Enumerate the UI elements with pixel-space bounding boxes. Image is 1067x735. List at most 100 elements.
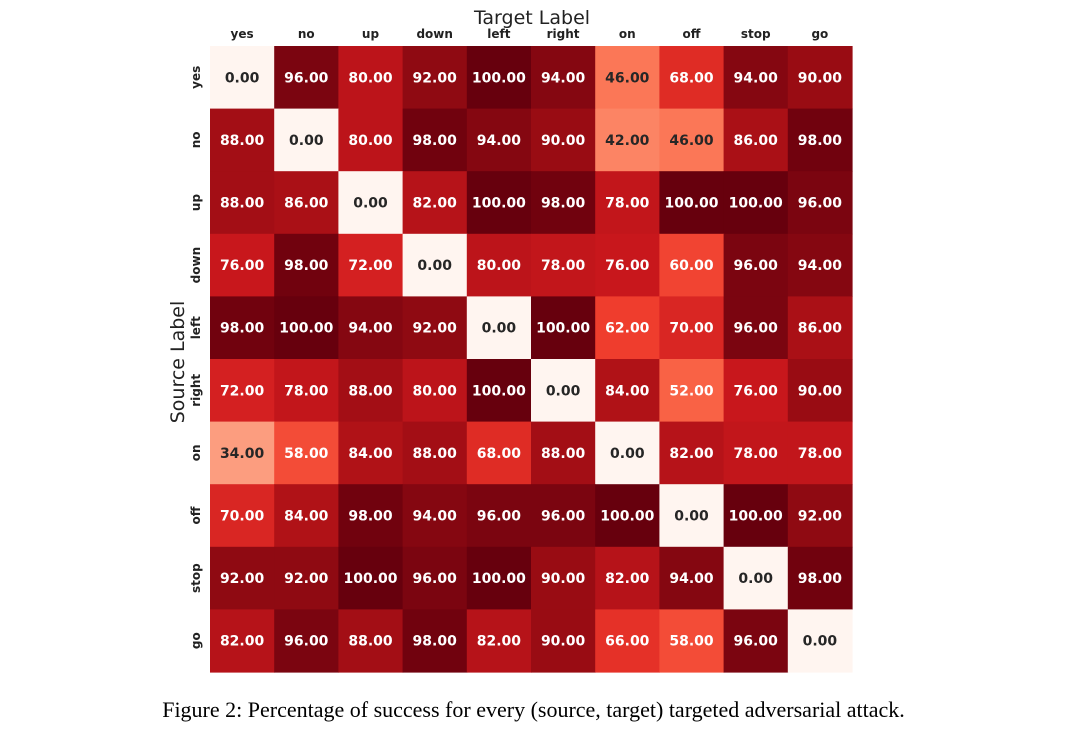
heatmap-cell-value: 82.00 [605,571,650,587]
heatmap-cell-value: 0.00 [674,509,709,525]
y-tick-label: off [189,506,203,524]
heatmap-cell [531,108,596,172]
heatmap-cell-value: 88.00 [220,196,265,212]
heatmap-cell [210,359,275,423]
heatmap-cell [531,46,596,110]
heatmap-cell [723,171,789,235]
heatmap-cell-value: 92.00 [413,321,458,337]
heatmap-cell [402,171,468,235]
heatmap-cell [787,46,853,110]
heatmap-cell-value: 78.00 [284,383,329,399]
heatmap-cell [402,546,468,610]
heatmap-cell-value: 80.00 [477,258,522,274]
heatmap-cell-value: 92.00 [220,571,265,587]
heatmap-cell [274,609,339,673]
heatmap-cell-value: 90.00 [541,571,586,587]
heatmap-cell [531,609,596,673]
x-tick-label: go [811,27,828,41]
heatmap-cell [787,108,853,172]
heatmap-cell [531,171,596,235]
heatmap-cell [210,484,275,548]
heatmap-cell [531,233,596,297]
heatmap-cell [595,546,660,610]
heatmap-cell-value: 90.00 [798,70,843,86]
heatmap-cell-value: 96.00 [734,634,779,650]
heatmap-cell-value: 70.00 [220,509,265,525]
x-tick-labels: yes no up down left right on off stop go [231,27,829,41]
heatmap-cell [531,484,596,548]
heatmap-cell-value: 0.00 [353,196,388,212]
heatmap-cell-value: 78.00 [734,446,779,462]
heatmap-cell-value: 42.00 [605,133,650,149]
heatmap-cell [274,46,339,110]
heatmap-cell-value: 96.00 [284,70,329,86]
heatmap-cell-value: 0.00 [482,321,517,337]
y-tick-label: left [189,316,203,339]
x-tick-label: down [416,27,452,41]
heatmap-cell [274,359,339,423]
heatmap-cell [210,108,275,172]
heatmap-cell [595,296,660,360]
heatmap-cell-value: 98.00 [284,258,329,274]
heatmap-cell-value: 100.00 [472,70,526,86]
heatmap-cell [787,359,853,423]
heatmap-cell-value: 88.00 [348,634,393,650]
heatmap-cell [402,108,468,172]
heatmap-cell-value: 0.00 [417,258,452,274]
heatmap-cell-value: 0.00 [225,70,260,86]
heatmap-cell [723,359,789,423]
heatmap-cell-value: 86.00 [798,321,843,337]
heatmap-cell-value: 82.00 [669,446,714,462]
heatmap-cell [466,108,532,172]
heatmap-cell [466,171,532,235]
heatmap-cell-value: 94.00 [669,571,714,587]
heatmap-cell-value: 72.00 [348,258,393,274]
heatmap-cell-value: 100.00 [279,321,333,337]
heatmap-cell-value: 78.00 [605,196,650,212]
heatmap-cell-value: 82.00 [413,196,458,212]
y-tick-label: no [189,132,203,149]
heatmap-cell [659,484,725,548]
heatmap-cell [210,296,275,360]
heatmap-cell [402,233,468,297]
heatmap-cell-value: 90.00 [541,634,586,650]
heatmap-cell [402,421,468,485]
heatmap-cell-value: 78.00 [798,446,843,462]
heatmap-cells: 0.00 96.00 80.00 92.00 100.00 94.00 46.00 68.00… [210,46,853,673]
heatmap-cell-value: 94.00 [477,133,522,149]
heatmap-cell [787,421,853,485]
heatmap-cell [274,171,339,235]
heatmap-cell [531,359,596,423]
heatmap-cell [402,484,468,548]
heatmap-cell [210,233,275,297]
heatmap-cell-value: 70.00 [669,321,714,337]
heatmap-cell [338,609,404,673]
heatmap-cell-value: 82.00 [220,634,265,650]
heatmap-cell-value: 100.00 [472,196,526,212]
heatmap-cell [338,296,404,360]
heatmap-cell-value: 76.00 [605,258,650,274]
heatmap-cell-value: 100.00 [472,383,526,399]
y-tick-label: up [189,194,203,212]
figure-caption: Figure 2: Percentage of success for ever… [162,697,905,722]
heatmap-cell-value: 72.00 [220,383,265,399]
heatmap-cell [723,233,789,297]
heatmap-cell [595,46,660,110]
heatmap-cell-value: 66.00 [605,634,650,650]
heatmap-cell [210,546,275,610]
y-tick-label: yes [189,66,203,89]
x-tick-label: stop [741,27,771,41]
heatmap-cell [338,46,404,110]
chart-title: Target Label [473,7,590,29]
heatmap-cell [659,296,725,360]
x-tick-label: on [619,27,636,41]
heatmap-cell [787,546,853,610]
heatmap-cell [210,46,275,110]
heatmap-cell [659,421,725,485]
heatmap-cell-value: 0.00 [610,446,645,462]
heatmap-cell-value: 100.00 [600,509,654,525]
heatmap-cell [531,546,596,610]
heatmap-cell-value: 98.00 [413,634,458,650]
heatmap-cell [466,609,532,673]
heatmap-cell [274,546,339,610]
